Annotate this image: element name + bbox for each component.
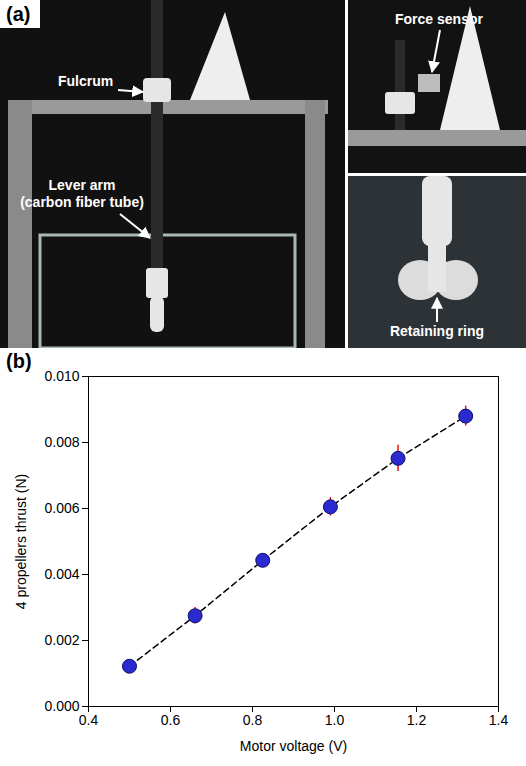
svg-text:1.4: 1.4 (489, 712, 509, 728)
svg-text:0.004: 0.004 (44, 566, 79, 582)
svg-text:0.002: 0.002 (44, 632, 79, 648)
svg-text:0.6: 0.6 (161, 712, 181, 728)
svg-text:0.000: 0.000 (44, 698, 79, 714)
svg-text:0.010: 0.010 (44, 368, 79, 384)
svg-text:1.0: 1.0 (325, 712, 345, 728)
svg-text:(carbon fiber tube): (carbon fiber tube) (20, 194, 144, 210)
html-text:(b): (b) (6, 350, 32, 372)
svg-text:Retaining ring: Retaining ring (390, 323, 484, 339)
svg-text:Force sensor: Force sensor (395, 11, 483, 27)
svg-text:0.4: 0.4 (79, 712, 99, 728)
svg-text:0.8: 0.8 (243, 712, 263, 728)
svg-text:Motor voltage (V): Motor voltage (V) (240, 738, 347, 754)
svg-text:4 propellers thrust (N): 4 propellers thrust (N) (13, 474, 29, 609)
svg-text:0.008: 0.008 (44, 434, 79, 450)
svg-text:Lever arm: Lever arm (49, 177, 116, 193)
svg-text:0.006: 0.006 (44, 500, 79, 516)
svg-text:Fulcrum: Fulcrum (58, 73, 113, 89)
svg-text:1.2: 1.2 (407, 712, 427, 728)
svg-text:(a): (a) (6, 3, 30, 25)
